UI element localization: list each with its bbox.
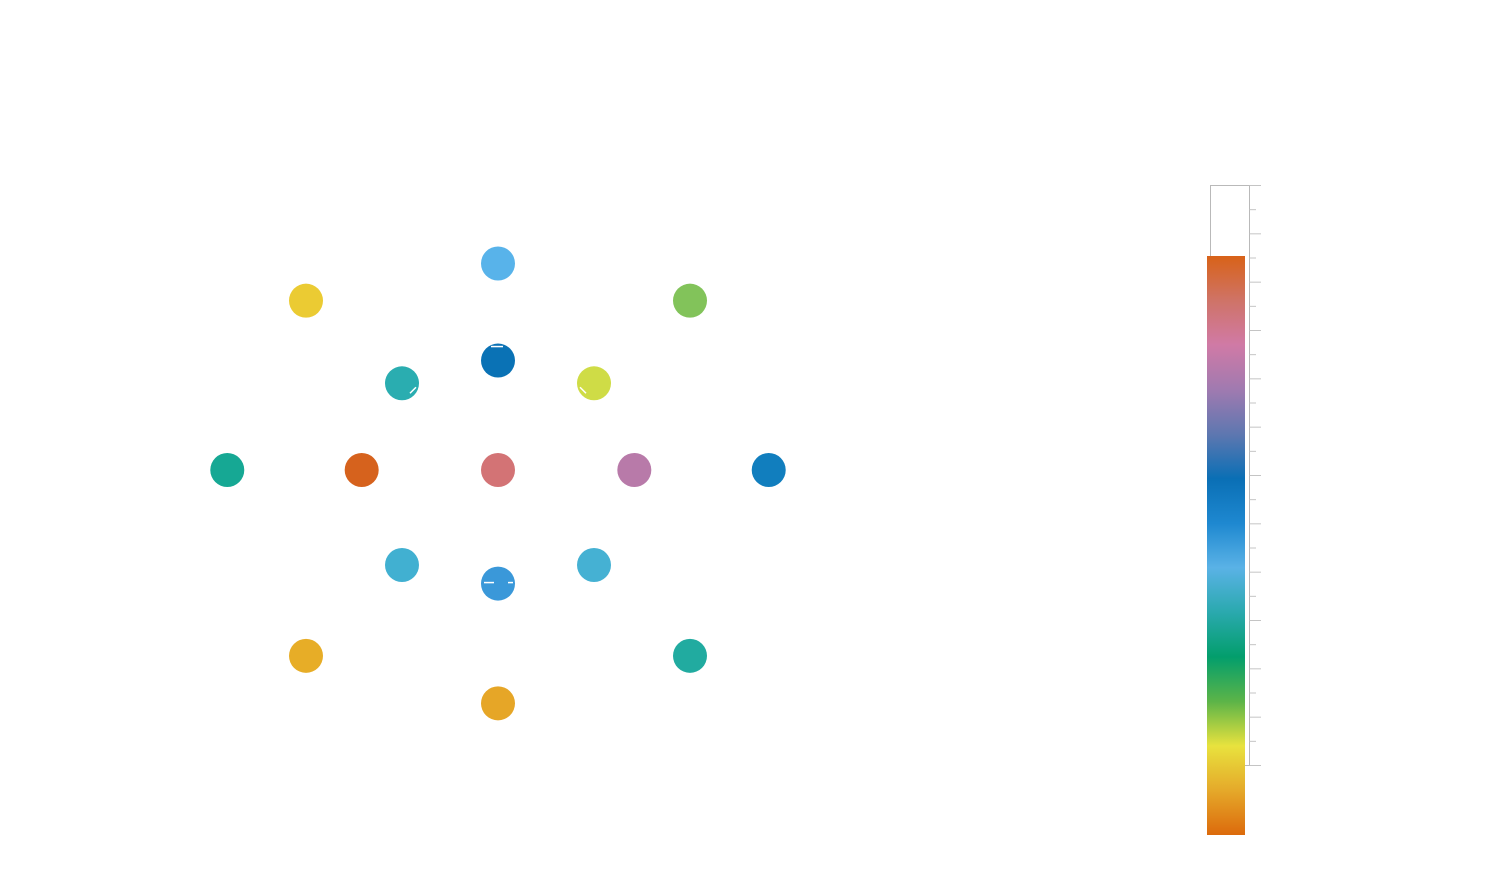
scatter-point: [673, 283, 707, 318]
plot-area: [210, 246, 786, 721]
scatter-point: [481, 566, 515, 601]
scatter-point: [481, 453, 515, 487]
scatter-point: [385, 366, 419, 401]
point-marker: [481, 246, 515, 281]
point-marker: [289, 638, 323, 673]
point-marker: [751, 453, 786, 487]
scatter-point: [210, 453, 245, 487]
point-marker: [617, 453, 652, 487]
scatter-point: [289, 283, 323, 318]
point-highlight-stroke: [409, 386, 417, 394]
scatter-point: [617, 453, 652, 487]
scatter-point: [289, 638, 323, 673]
scatter-point: [481, 246, 515, 281]
point-highlight-stroke: [579, 386, 587, 394]
point-marker: [481, 566, 515, 601]
point-marker: [577, 547, 611, 582]
point-marker: [481, 343, 515, 378]
point-marker: [385, 547, 419, 582]
scatter-point: [577, 547, 611, 582]
point-marker: [289, 283, 323, 318]
point-marker: [481, 686, 515, 721]
point-marker: [344, 453, 379, 487]
scatter-point: [751, 453, 786, 487]
point-marker: [673, 283, 707, 318]
scatter-point: [385, 547, 419, 582]
colorbar: [1207, 185, 1261, 835]
scatter-point: [577, 366, 611, 401]
scatter-point: [481, 343, 515, 378]
scatter-point: [344, 453, 379, 487]
scatter-point: [481, 686, 515, 721]
point-marker: [481, 453, 515, 487]
scatter-point: [673, 638, 707, 673]
point-marker: [673, 638, 707, 673]
point-marker: [385, 366, 419, 401]
colorbar-gradient: [1207, 256, 1245, 835]
point-marker: [577, 366, 611, 401]
point-marker: [210, 453, 245, 487]
